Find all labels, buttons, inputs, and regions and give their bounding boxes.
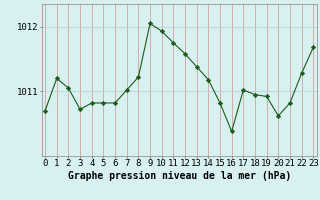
X-axis label: Graphe pression niveau de la mer (hPa): Graphe pression niveau de la mer (hPa) [68, 171, 291, 181]
